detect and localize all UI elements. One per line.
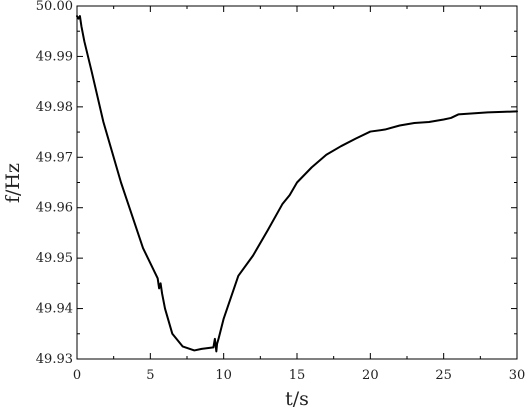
y-tick-label: 49.98	[36, 100, 73, 115]
y-tick-label: 50.00	[36, 0, 73, 14]
x-axis-title: t/s	[285, 388, 309, 410]
y-tick-label: 49.95	[36, 251, 73, 266]
y-tick-label: 49.99	[36, 49, 73, 64]
x-tick-label: 25	[435, 368, 452, 383]
x-tick-label: 15	[289, 368, 306, 383]
y-tick-label: 49.97	[36, 150, 73, 165]
series-line	[76, 15, 518, 353]
y-tick-label: 49.96	[36, 201, 73, 216]
series-layer	[76, 15, 518, 353]
y-tick-label: 49.94	[36, 302, 73, 317]
x-tick-label: 20	[362, 368, 379, 383]
plot-frame	[76, 5, 518, 360]
x-tick-label: 0	[73, 368, 81, 383]
x-tick-label: 10	[215, 368, 232, 383]
y-tick-label: 49.93	[36, 352, 73, 367]
y-axis-title: f/Hz	[2, 163, 24, 203]
x-tick-label: 30	[509, 368, 526, 383]
tick-labels: 0 5 10 15 20 25 30 49.93 49.94 49.95 49.96 49.97 49.…	[36, 0, 525, 383]
x-tick-label: 5	[146, 368, 154, 383]
